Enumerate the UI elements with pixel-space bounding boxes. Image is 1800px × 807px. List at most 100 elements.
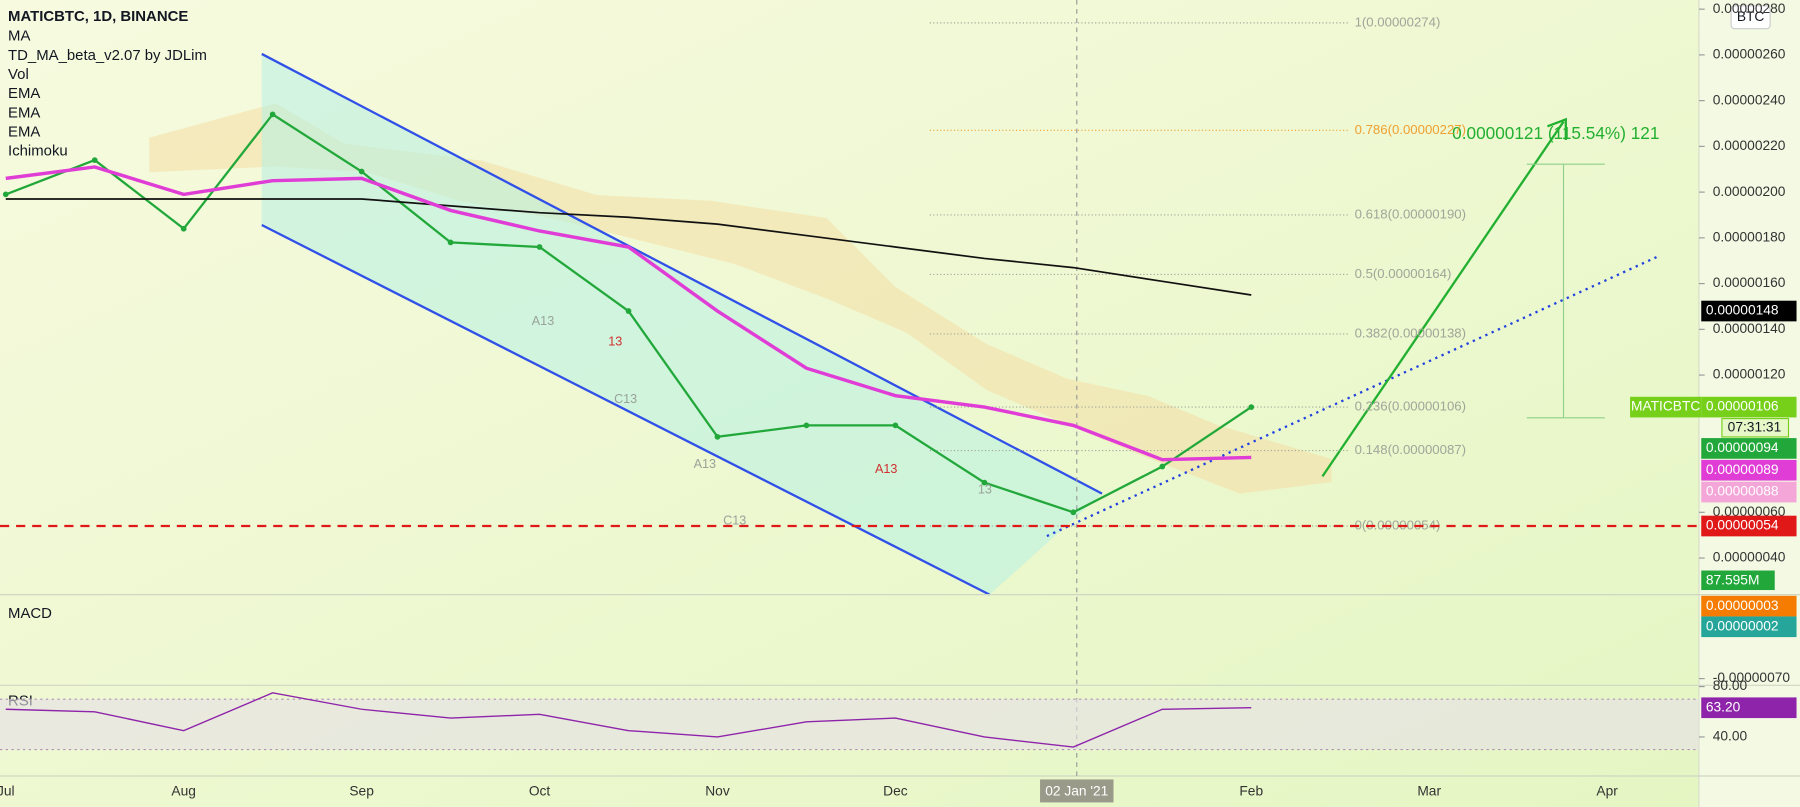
fib-label: 0(0.00000054) <box>1355 518 1441 533</box>
indicator-label: MA <box>8 28 30 45</box>
price-point <box>714 433 721 440</box>
x-tick-label: Mar <box>1417 784 1441 799</box>
x-tick-label: Aug <box>171 784 195 799</box>
y-tick-label: 0.00000220 <box>1713 138 1786 153</box>
rsi-badge: 63.20 <box>1706 699 1741 714</box>
indicator-label: Ichimoku <box>8 143 68 160</box>
currency-button-label[interactable]: BTC <box>1737 9 1765 24</box>
volume-label: 87.595M <box>1706 572 1760 587</box>
price-badge: 0.00000054 <box>1706 518 1779 533</box>
indicator-label: Vol <box>8 66 29 83</box>
price-badge: 0.00000088 <box>1706 484 1779 499</box>
price-badge-bg <box>1701 438 1797 459</box>
price-point <box>358 168 365 175</box>
y-tick-label: 0.00000260 <box>1713 47 1786 62</box>
price-point <box>981 479 988 486</box>
macd-badge: 0.00000003 <box>1706 598 1779 613</box>
y-tick-label: 0.00000060 <box>1713 504 1786 519</box>
volume-badge-bg <box>1701 570 1775 591</box>
macd-badge: 0.00000002 <box>1706 618 1779 633</box>
macd-badge-bg <box>1701 595 1797 617</box>
rsi-band <box>0 699 1699 750</box>
fib-label: 0.236(0.00000106) <box>1355 399 1466 414</box>
macd-title: MACD <box>8 605 52 622</box>
price-point <box>2 191 9 198</box>
price-badge-bg <box>1701 396 1797 418</box>
x-tick-label: Nov <box>705 784 730 799</box>
td-mark: C13 <box>723 513 746 527</box>
td-mark: A13 <box>694 457 716 471</box>
y-tick-label: 0.00000240 <box>1713 92 1786 107</box>
price-badge: 0.00000094 <box>1706 440 1779 455</box>
channel-upper <box>261 52 1103 495</box>
indicator-label: TD_MA_beta_v2.07 by JDLim <box>8 47 207 64</box>
price-point <box>892 422 899 429</box>
price-point <box>91 157 98 163</box>
crosshair-label-bg <box>1040 779 1114 803</box>
price-badge-bg <box>1701 459 1797 481</box>
macd-tick-label: -0.00000070 <box>1713 670 1791 685</box>
channel-fill <box>261 53 1103 595</box>
rsi-line <box>5 692 1252 748</box>
fib-label: 0.382(0.00000138) <box>1355 325 1466 340</box>
ichimoku-cloud <box>149 103 1332 494</box>
rsi-tick-label: 40.00 <box>1713 729 1748 744</box>
x-tick-label: Jul <box>0 784 15 799</box>
y-tick-label: 0.00000200 <box>1713 184 1786 199</box>
macd-badge-bg <box>1701 616 1797 638</box>
price-badge-bg <box>1701 300 1797 322</box>
x-tick-label: Sep <box>349 784 374 799</box>
price-point <box>180 225 187 232</box>
projection-label: 0.00000121 (115.54%) 121 <box>1452 123 1659 143</box>
td-mark: A13 <box>532 314 554 328</box>
price-badge-bg <box>1701 481 1797 503</box>
fib-label: 0.148(0.00000087) <box>1355 442 1466 457</box>
td-mark: 13 <box>978 482 992 496</box>
price-point <box>1248 404 1255 410</box>
fib-label: 1(0.00000274) <box>1355 14 1441 29</box>
price-badge: 0.00000106 <box>1706 399 1779 414</box>
price-line <box>5 165 1252 462</box>
y-tick-label: 0.00000120 <box>1713 367 1786 382</box>
rsi-badge-bg <box>1701 697 1797 719</box>
y-tick-label: 0.00000280 <box>1713 1 1786 16</box>
countdown-bg <box>1721 417 1790 438</box>
price-point <box>803 422 810 429</box>
y-tick-label: 0.00000140 <box>1713 321 1786 336</box>
channel-lower <box>261 223 991 596</box>
price-point <box>1070 509 1077 516</box>
fib-label: 0.786(0.00000227) <box>1355 122 1466 137</box>
symbol-badge-bg <box>1630 396 1702 418</box>
td-mark: A13 <box>875 462 897 476</box>
fib-label: 0.618(0.00000190) <box>1355 206 1466 221</box>
y-tick-label: 0.00000040 <box>1713 550 1786 565</box>
x-tick-label: Oct <box>529 784 551 799</box>
price-badge-bg <box>1701 515 1797 537</box>
rsi-tick-label: 80.00 <box>1713 678 1748 693</box>
price-point <box>536 244 543 250</box>
x-tick-label: Dec <box>883 784 908 799</box>
price-line <box>5 198 1252 296</box>
currency-button[interactable] <box>1730 5 1771 30</box>
x-tick-label: Feb <box>1239 784 1263 799</box>
price-point <box>625 308 632 314</box>
trend-line <box>1046 256 1657 538</box>
td-mark: C13 <box>614 392 637 406</box>
projection-arrow <box>1321 121 1565 478</box>
y-tick-label: 0.00000180 <box>1713 229 1786 244</box>
fib-label: 0.5(0.00000164) <box>1355 266 1452 281</box>
indicator-label: EMA <box>8 85 40 102</box>
price-badge: 0.00000148 <box>1706 303 1779 318</box>
y-tick-label: 0.00000160 <box>1713 275 1786 290</box>
price-badge: 0.00000089 <box>1706 462 1779 477</box>
countdown: 07:31:31 <box>1728 419 1782 434</box>
crosshair-label: 02 Jan '21 <box>1045 784 1108 799</box>
td-mark: 13 <box>608 334 622 348</box>
price-point <box>447 239 454 246</box>
indicator-label: EMA <box>8 124 40 141</box>
price-point <box>1159 463 1166 470</box>
price-point <box>269 111 276 118</box>
symbol-badge: MATICBTC <box>1631 399 1700 414</box>
x-tick-label: Apr <box>1596 784 1618 799</box>
